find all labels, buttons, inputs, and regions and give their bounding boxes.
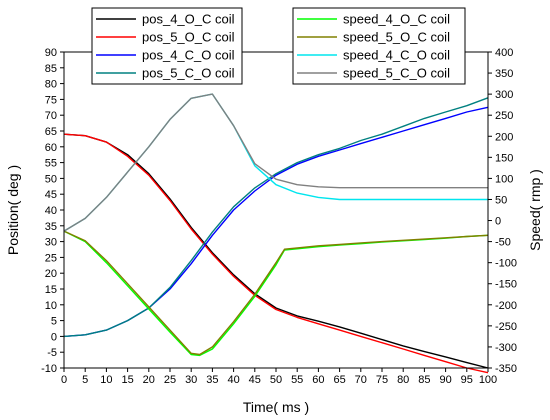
y-left-tick-label: 80 bbox=[45, 79, 57, 91]
y-right-tick-label: -350 bbox=[495, 363, 517, 375]
x-tick-label: 95 bbox=[461, 374, 473, 386]
x-tick-label: 85 bbox=[418, 374, 430, 386]
legend-label: speed_4_O_C coil bbox=[343, 12, 450, 27]
legend-box bbox=[91, 7, 243, 85]
y-left-tick-label: 60 bbox=[45, 142, 57, 154]
y-right-tick-label: 300 bbox=[495, 89, 513, 101]
y-right-tick-label: 400 bbox=[495, 47, 513, 59]
series-line-1 bbox=[63, 133, 489, 369]
x-tick-label: 40 bbox=[227, 374, 239, 386]
x-axis-title: Time( ms ) bbox=[243, 399, 309, 415]
legend-left: pos_4_O_C coil pos_5_O_C coil pos_4_C_O co… bbox=[91, 7, 243, 85]
series-line-6 bbox=[63, 230, 489, 356]
y-right-tick-label: 50 bbox=[495, 194, 507, 206]
y-left-tick-label: 75 bbox=[45, 94, 57, 106]
y-right-tick-label: 100 bbox=[495, 173, 513, 185]
x-tick-label: 50 bbox=[270, 374, 282, 386]
y-right-tick-label: -200 bbox=[495, 300, 517, 312]
y-right-tick-label: -250 bbox=[495, 321, 517, 333]
y-axis-right-title: Speed( rmp ) bbox=[527, 169, 543, 251]
x-tick-label: 55 bbox=[291, 374, 303, 386]
legend-box bbox=[292, 7, 466, 85]
y-right-tick-label: 250 bbox=[495, 110, 513, 122]
y-left-tick-label: 45 bbox=[45, 189, 57, 201]
y-left-tick-label: 25 bbox=[45, 252, 57, 264]
x-tick-label: 65 bbox=[333, 374, 345, 386]
y-left-tick-label: 65 bbox=[45, 126, 57, 138]
y-right-tick-label: 200 bbox=[495, 131, 513, 143]
plot-area bbox=[64, 52, 488, 368]
x-tick-label: 0 bbox=[61, 374, 67, 386]
y-left-tick-label: 50 bbox=[45, 173, 57, 185]
series-line-4 bbox=[63, 97, 489, 338]
legend-label: speed_5_O_C coil bbox=[343, 30, 450, 45]
x-tick-label: 60 bbox=[312, 374, 324, 386]
series-layer bbox=[63, 93, 489, 374]
y-left-tick-label: 5 bbox=[51, 316, 57, 328]
y-left-tick-label: 70 bbox=[45, 110, 57, 122]
x-tick-label: 35 bbox=[206, 374, 218, 386]
y-left-tick-label: -5 bbox=[47, 347, 57, 359]
legend-label: pos_5_C_O coil bbox=[142, 66, 235, 81]
y-left-tick-label: 85 bbox=[45, 63, 57, 75]
y-right-tick-label: 150 bbox=[495, 152, 513, 164]
y-left-tick-label: 0 bbox=[51, 331, 57, 343]
x-tick-label: 80 bbox=[397, 374, 409, 386]
y-left-tick-label: 10 bbox=[45, 300, 57, 312]
y-left-tick-label: 20 bbox=[45, 268, 57, 280]
legend-label: speed_4_C_O coil bbox=[343, 48, 450, 63]
y-left-tick-label: 15 bbox=[45, 284, 57, 296]
y-right-tick-label: -150 bbox=[495, 279, 517, 291]
y-right-tick-label: -300 bbox=[495, 342, 517, 354]
legend-label: pos_5_O_C coil bbox=[142, 30, 235, 45]
series-line-8 bbox=[63, 93, 488, 232]
y-left-tick-label: 90 bbox=[45, 47, 57, 59]
y-left-tick-label: -10 bbox=[41, 363, 57, 375]
legend-label: speed_5_C_O coil bbox=[343, 66, 450, 81]
x-tick-label: 5 bbox=[82, 374, 88, 386]
y-right-tick-label: -100 bbox=[495, 258, 517, 270]
x-tick-label: 75 bbox=[376, 374, 388, 386]
y-axis-left-title: Position( deg ) bbox=[5, 165, 21, 255]
x-tick-label: 25 bbox=[164, 374, 176, 386]
y-left-tick-label: 55 bbox=[45, 158, 57, 170]
x-tick-label: 15 bbox=[121, 374, 133, 386]
x-tick-label: 90 bbox=[439, 374, 451, 386]
legend-label: pos_4_O_C coil bbox=[142, 12, 235, 27]
x-tick-label: 20 bbox=[143, 374, 155, 386]
ticks-layer: 0 5 10 15 20 25 30 35 40 45 50 55 60 65 70 75 80 85 90 95 10… bbox=[41, 47, 517, 386]
y-left-tick-label: 35 bbox=[45, 221, 57, 233]
y-right-tick-label: 350 bbox=[495, 68, 513, 80]
x-tick-label: 70 bbox=[355, 374, 367, 386]
legend-label: pos_4_C_O coil bbox=[142, 48, 235, 63]
y-right-tick-label: -50 bbox=[495, 237, 511, 249]
y-left-tick-label: 40 bbox=[45, 205, 57, 217]
x-tick-label: 30 bbox=[185, 374, 197, 386]
legend-right: speed_4_O_C coil speed_5_O_C coil speed_4_… bbox=[292, 7, 466, 85]
y-right-tick-label: 0 bbox=[495, 216, 501, 228]
y-left-tick-label: 30 bbox=[45, 237, 57, 249]
x-tick-label: 100 bbox=[479, 374, 497, 386]
x-tick-label: 10 bbox=[100, 374, 112, 386]
x-tick-label: 45 bbox=[249, 374, 261, 386]
